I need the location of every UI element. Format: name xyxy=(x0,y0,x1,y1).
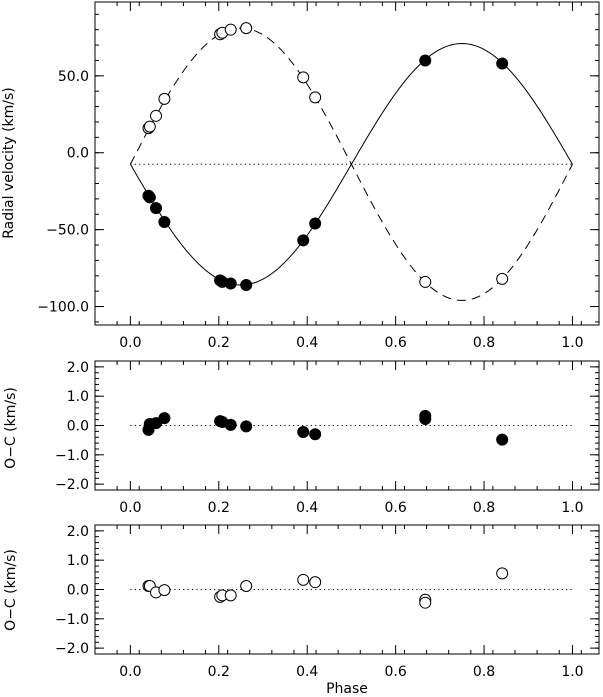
secondary-data-point xyxy=(496,567,509,580)
y-tick-label: −1.0 xyxy=(55,448,89,464)
y-tick-label: 2.0 xyxy=(67,524,89,540)
y-axis-label: Radial velocity (km/s) xyxy=(1,87,17,239)
y-axis-label: O−C (km/s) xyxy=(3,549,19,631)
secondary-data-point xyxy=(419,275,432,288)
secondary-data-point xyxy=(143,120,156,133)
secondary-data-point xyxy=(240,579,253,592)
y-axis-label: O−C (km/s) xyxy=(3,387,19,469)
primary-data-point xyxy=(496,433,509,446)
primary-data-point xyxy=(419,54,432,67)
primary-data-point xyxy=(240,279,253,292)
y-tick-label: 0.0 xyxy=(67,419,89,435)
x-tick-label: 0.0 xyxy=(119,500,141,516)
secondary-data-point xyxy=(309,91,322,104)
secondary-data-point xyxy=(224,589,237,602)
x-tick-label: 0.0 xyxy=(119,335,141,351)
y-tick-label: 1.0 xyxy=(67,389,89,405)
x-tick-label: 0.4 xyxy=(296,500,318,516)
y-tick-label: 1.0 xyxy=(67,553,89,569)
x-tick-label: 0.6 xyxy=(384,664,406,680)
y-tick-label: −1.0 xyxy=(55,612,89,628)
x-tick-label: 0.8 xyxy=(473,664,495,680)
secondary-data-point xyxy=(419,596,432,609)
secondary-data-point xyxy=(158,584,171,597)
x-tick-label: 0.2 xyxy=(208,664,230,680)
x-tick-label: 0.2 xyxy=(208,335,230,351)
x-tick-label: 0.8 xyxy=(473,500,495,516)
primary-data-point xyxy=(224,418,237,431)
plot-frame xyxy=(94,1,600,326)
secondary-data-point xyxy=(496,272,509,285)
y-tick-label: −100.0 xyxy=(37,300,89,316)
rv-panel: Radial velocity (km/s) 0.0 0.2 0.4 0.6 0.8 1.… xyxy=(1,1,600,351)
primary-data-point xyxy=(150,202,163,215)
secondary-data-point xyxy=(297,573,310,586)
primary-data-point xyxy=(143,191,156,204)
primary-data-point xyxy=(297,425,310,438)
x-tick-label: 1.0 xyxy=(561,500,583,516)
y-tick-label: 0.0 xyxy=(67,583,89,599)
x-tick-label: 0.6 xyxy=(384,335,406,351)
x-tick-label: 0.0 xyxy=(119,664,141,680)
primary-data-point xyxy=(224,277,237,290)
secondary-data-point xyxy=(224,23,237,36)
x-tick-label: 1.0 xyxy=(561,335,583,351)
primary-data-point xyxy=(158,215,171,228)
primary-data-point xyxy=(158,412,171,425)
secondary-data-point xyxy=(150,109,163,122)
primary-data-point xyxy=(496,57,509,70)
x-axis-label: Phase xyxy=(326,681,368,697)
primary-data-point xyxy=(309,428,322,441)
x-tick-label: 0.6 xyxy=(384,500,406,516)
y-tick-label: −50.0 xyxy=(46,223,89,239)
y-tick-label: −2.0 xyxy=(55,641,89,657)
secondary-data-point xyxy=(309,576,322,589)
primary-data-point xyxy=(309,217,322,230)
y-tick-label: 50.0 xyxy=(58,69,89,85)
secondary-data-point xyxy=(240,22,253,35)
primary-residual-panel: O−C (km/s) 0.0 0.2 0.4 0.6 0.8 1.0 −2.0 −1.0 0.0… xyxy=(3,360,600,516)
y-tick-label: 0.0 xyxy=(67,146,89,162)
y-tick-label: −2.0 xyxy=(55,477,89,493)
x-tick-label: 0.4 xyxy=(296,335,318,351)
secondary-data-point xyxy=(158,92,171,105)
x-tick-label: 0.8 xyxy=(473,335,495,351)
y-tick-label: 2.0 xyxy=(67,360,89,376)
x-tick-label: 0.2 xyxy=(208,500,230,516)
primary-data-point xyxy=(240,420,253,433)
secondary-data-point xyxy=(297,71,310,84)
secondary-residual-panel: O−C (km/s) Phase 0.0 0.2 0.4 0.6 0.8 1.0 −2.0 −… xyxy=(3,524,600,697)
x-tick-label: 0.4 xyxy=(296,664,318,680)
primary-data-point xyxy=(297,234,310,247)
x-tick-label: 1.0 xyxy=(561,664,583,680)
primary-data-point xyxy=(419,409,432,422)
